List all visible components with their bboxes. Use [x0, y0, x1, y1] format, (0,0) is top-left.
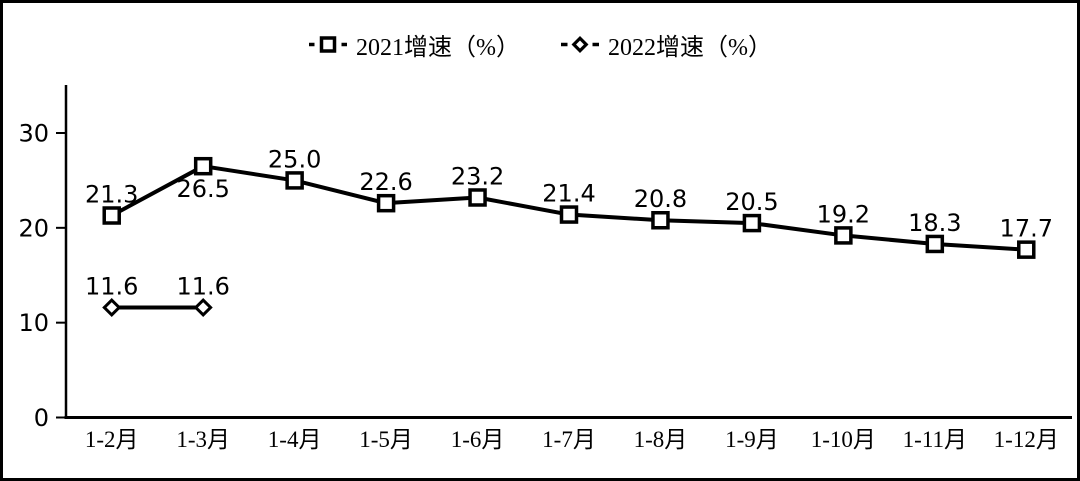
legend-label-2022: 2022增速（%） [608, 35, 772, 61]
data-point-square-marker [651, 210, 670, 230]
y-axis-label: 30 [18, 120, 49, 148]
data-point-square-marker [193, 156, 213, 176]
data-label: 21.3 [85, 181, 138, 209]
x-axis-label: 1-5月 [359, 427, 413, 452]
legend-label-2021: 2021增速（%） [356, 35, 520, 61]
data-label: 25.0 [268, 145, 321, 173]
data-point-square-marker [376, 193, 396, 213]
x-axis-label: 1-4月 [268, 427, 322, 452]
data-label: 19.2 [817, 200, 870, 228]
x-axis-label: 1-9月 [725, 427, 779, 452]
chart-plot: 0 10 20 30 1-2月 1-3月 1-4月 1-5月 1-6月 1-7月 1-8月 1-9月 1… [18, 85, 1072, 452]
data-point-square-marker [559, 205, 579, 224]
data-point-square-marker [285, 171, 304, 190]
diamond-marker-icon [561, 36, 599, 53]
x-axis-label: 1-10月 [811, 427, 876, 452]
x-axis-label: 1-6月 [451, 427, 505, 452]
legend-item-2021: 2021增速（%） [308, 27, 520, 62]
data-point-square-marker [468, 188, 487, 207]
x-axis-label: 1-12月 [994, 427, 1059, 452]
data-point-diamond-marker [193, 297, 213, 318]
data-label: 23.2 [451, 162, 504, 190]
data-point-square-marker [834, 226, 853, 245]
legend-item-2022: 2022增速（%） [560, 27, 772, 62]
data-label: 21.4 [542, 180, 595, 208]
data-point-diamond-marker [102, 297, 122, 318]
data-label: 22.6 [359, 168, 412, 196]
data-point-square-marker [925, 234, 945, 254]
data-point-square-marker [742, 213, 762, 233]
data-label: 17.7 [1000, 215, 1053, 243]
x-axis-label: 1-8月 [634, 427, 688, 452]
x-axis-label: 1-7月 [542, 427, 596, 452]
chart-legend: 2021增速（%） 2022增速（%） [3, 27, 1077, 62]
y-axis-label: 0 [34, 404, 49, 432]
data-label: 11.6 [85, 272, 138, 300]
x-axis-label: 1-3月 [176, 427, 230, 452]
data-label: 18.3 [908, 209, 961, 237]
data-point-square-marker [1017, 240, 1036, 259]
data-label: 26.5 [176, 175, 229, 203]
y-axis-label: 20 [18, 214, 49, 242]
x-axis-label: 1-2月 [85, 427, 139, 452]
data-label: 11.6 [176, 272, 229, 300]
y-axis-label: 10 [18, 309, 49, 337]
data-label: 20.8 [634, 185, 687, 213]
square-marker-icon [309, 36, 347, 53]
x-axis-label: 1-11月 [903, 427, 967, 452]
data-label: 20.5 [725, 188, 778, 216]
data-point-square-marker [102, 206, 121, 225]
